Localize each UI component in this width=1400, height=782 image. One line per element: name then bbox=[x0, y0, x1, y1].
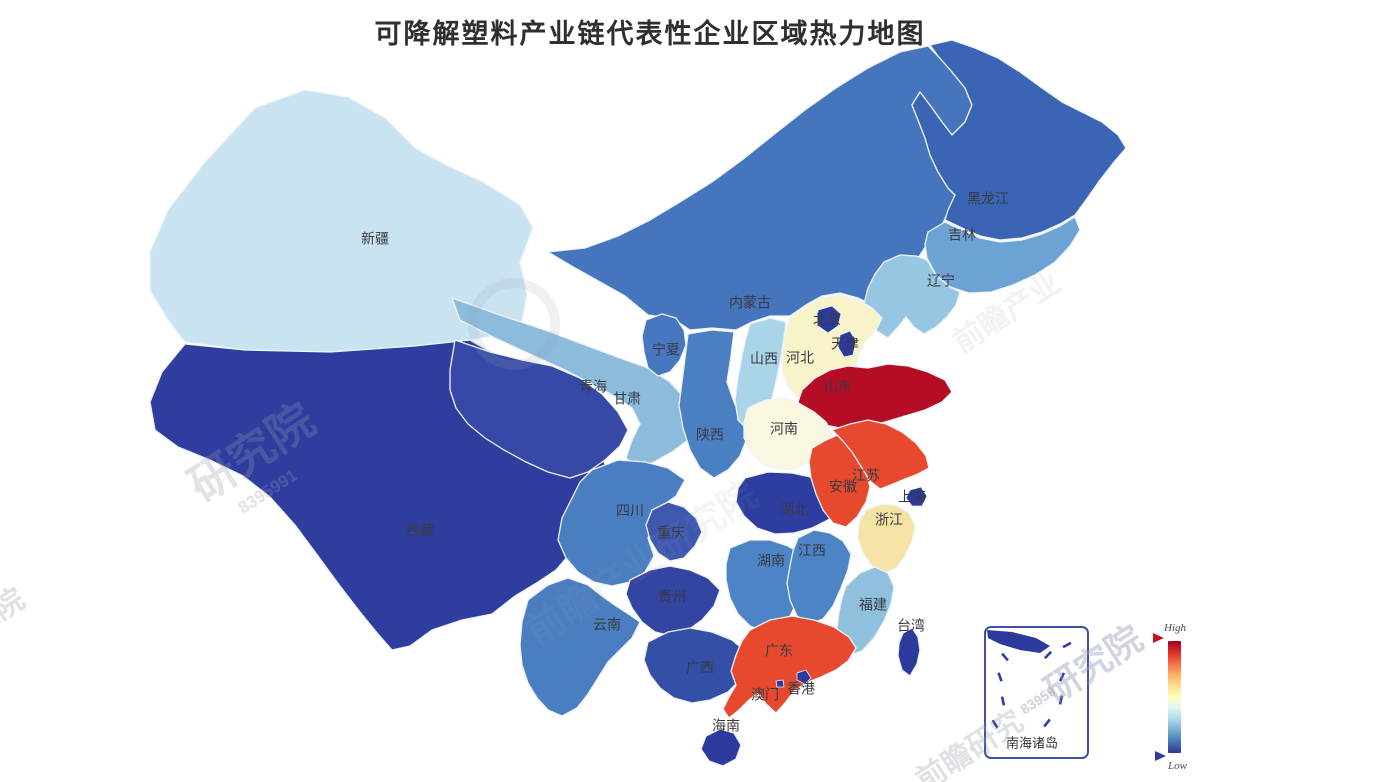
province-label-hebei: 河北 bbox=[786, 350, 814, 366]
province-guangxi[interactable] bbox=[643, 627, 749, 704]
province-label-guangdong: 广东 bbox=[765, 643, 793, 659]
south-china-sea-inset-box bbox=[984, 626, 1089, 759]
province-label-heilongjiang: 黑龙江 bbox=[967, 191, 1009, 207]
nine-dash-line-segment bbox=[1000, 696, 1006, 706]
province-label-beijing: 北京 bbox=[813, 312, 841, 328]
province-label-gansu: 甘肃 bbox=[613, 391, 641, 407]
province-ningxia[interactable] bbox=[641, 313, 687, 377]
province-label-anhui: 安徽 bbox=[829, 479, 857, 495]
province-tianjin[interactable] bbox=[837, 330, 857, 358]
nine-dash-line-segment bbox=[1043, 718, 1051, 728]
province-label-henan: 河南 bbox=[770, 421, 798, 437]
legend-high-label: High bbox=[1164, 622, 1186, 634]
province-label-shaanxi: 陕西 bbox=[696, 427, 724, 443]
province-shaanxi[interactable] bbox=[678, 329, 748, 479]
province-label-zhejiang: 浙江 bbox=[875, 512, 903, 528]
nine-dash-line-segment bbox=[1043, 650, 1053, 660]
province-chongqing[interactable] bbox=[645, 501, 703, 562]
province-taiwan[interactable] bbox=[897, 627, 921, 677]
legend-high-marker-icon bbox=[1153, 633, 1164, 643]
province-jiangsu[interactable] bbox=[831, 419, 930, 490]
province-guizhou[interactable] bbox=[625, 565, 721, 637]
province-label-yunnan: 云南 bbox=[593, 617, 621, 633]
province-label-neimenggu: 内蒙古 bbox=[729, 295, 771, 311]
legend-color-bar bbox=[1168, 641, 1181, 753]
province-label-jiangxi: 江西 bbox=[798, 543, 826, 559]
province-label-xinjiang: 新疆 bbox=[361, 231, 389, 247]
province-label-chongqing: 重庆 bbox=[657, 525, 685, 541]
province-aomen[interactable] bbox=[775, 679, 785, 688]
nine-dash-line-segment bbox=[1001, 652, 1009, 662]
province-label-liaoning: 辽宁 bbox=[927, 273, 955, 289]
province-label-xizang: 西藏 bbox=[406, 523, 434, 539]
province-label-sichuan: 四川 bbox=[616, 503, 644, 519]
province-label-xianggang: 香港 bbox=[787, 681, 815, 697]
page-title: 可降解塑料产业链代表性企业区域热力地图 bbox=[374, 19, 926, 49]
province-label-jilin: 吉林 bbox=[948, 227, 976, 243]
province-label-shanxi: 山西 bbox=[750, 351, 778, 367]
nine-dash-line-segment bbox=[997, 672, 1003, 682]
province-guangdong[interactable] bbox=[722, 615, 857, 719]
province-label-hainan: 海南 bbox=[712, 718, 740, 734]
province-zhejiang[interactable] bbox=[857, 503, 916, 574]
province-label-shandong: 山东 bbox=[824, 379, 852, 395]
province-yunnan[interactable] bbox=[519, 577, 641, 717]
province-label-shanghai: 上海 bbox=[898, 489, 926, 505]
nine-dash-line-segment bbox=[1058, 695, 1064, 705]
province-qinghai[interactable] bbox=[449, 339, 629, 479]
province-fujian[interactable] bbox=[836, 566, 895, 656]
province-label-qinghai: 青海 bbox=[579, 379, 607, 395]
inset-label: 南海诸岛 bbox=[1006, 735, 1058, 750]
province-label-hubei: 湖北 bbox=[780, 502, 808, 518]
inset-coast-shape bbox=[987, 630, 1050, 653]
province-label-guangxi: 广西 bbox=[686, 660, 714, 676]
province-label-taiwan: 台湾 bbox=[897, 618, 925, 634]
province-shanghai[interactable] bbox=[905, 486, 928, 507]
legend-low-label: Low bbox=[1168, 760, 1187, 772]
nine-dash-line-segment bbox=[1062, 641, 1072, 649]
province-label-aomen: 澳门 bbox=[751, 687, 779, 703]
province-xianggang[interactable] bbox=[796, 669, 812, 685]
nine-dash-line-segment bbox=[1058, 672, 1066, 682]
legend-low-marker-icon bbox=[1155, 751, 1166, 761]
province-hebei[interactable] bbox=[781, 294, 883, 405]
province-label-tianjin: 天津 bbox=[831, 336, 859, 352]
province-hainan[interactable] bbox=[700, 728, 742, 767]
nine-dash-line-segment bbox=[991, 719, 999, 729]
province-heilongjiang[interactable] bbox=[911, 39, 1127, 241]
province-label-jiangsu: 江苏 bbox=[852, 468, 880, 484]
province-beijing[interactable] bbox=[817, 305, 842, 334]
province-label-ningxia: 宁夏 bbox=[652, 342, 680, 358]
province-jiangxi[interactable] bbox=[786, 529, 852, 625]
province-label-guizhou: 贵州 bbox=[658, 589, 686, 605]
province-label-fujian: 福建 bbox=[859, 597, 887, 613]
province-label-hunan: 湖南 bbox=[757, 553, 785, 569]
